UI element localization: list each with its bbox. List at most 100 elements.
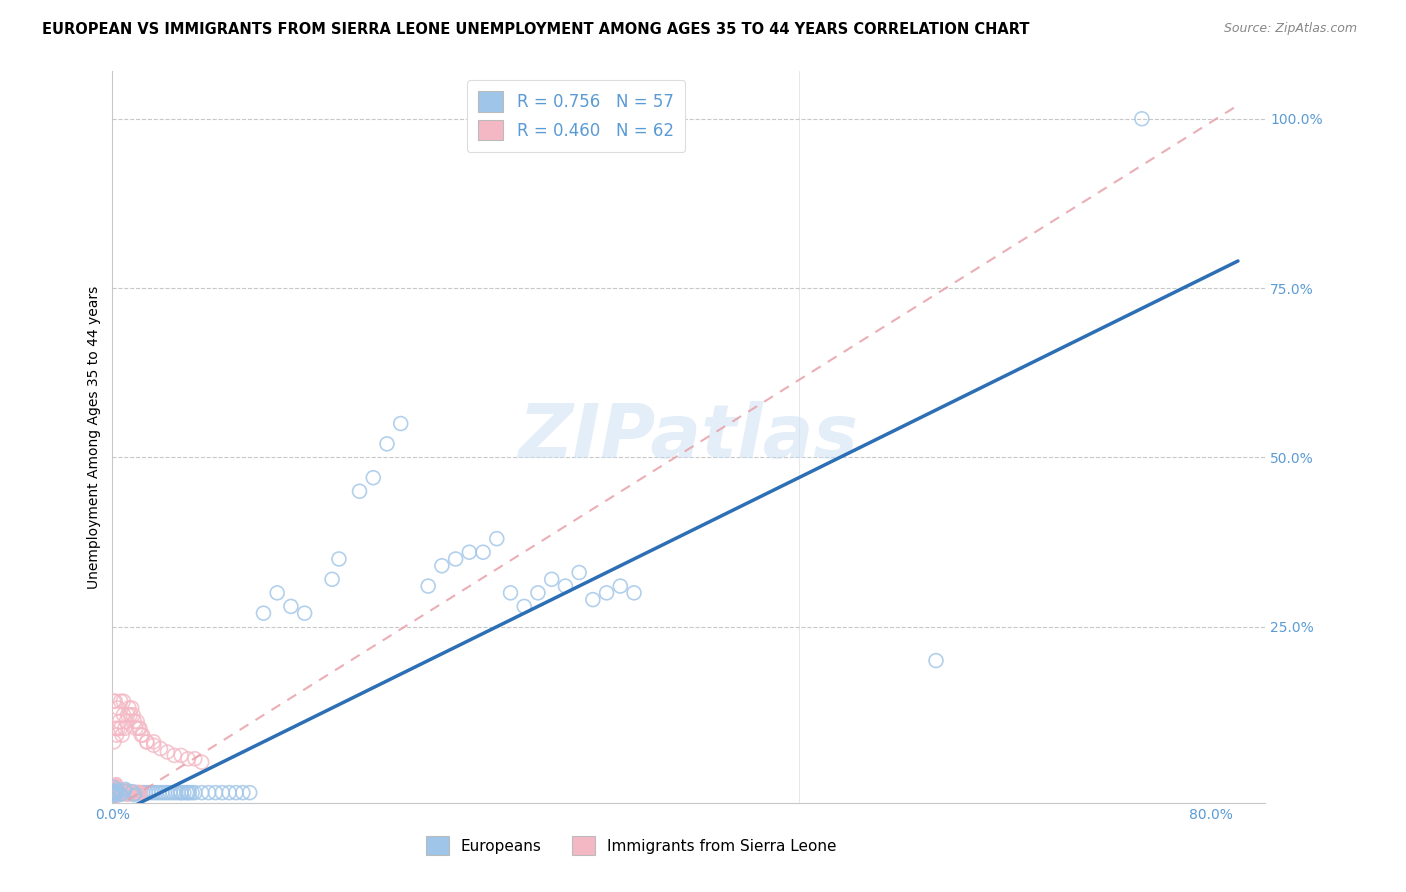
Point xyxy=(170,786,193,800)
Point xyxy=(361,471,384,485)
Point xyxy=(110,721,132,735)
Point xyxy=(124,786,146,800)
Point xyxy=(321,572,343,586)
Point xyxy=(104,786,127,800)
Point xyxy=(418,579,440,593)
Point xyxy=(120,707,142,722)
Point xyxy=(120,786,142,800)
Point xyxy=(156,786,179,800)
Point xyxy=(110,786,132,800)
Point xyxy=(125,786,148,800)
Point xyxy=(142,786,165,800)
Point xyxy=(540,572,562,586)
Point xyxy=(103,735,125,749)
Point xyxy=(127,786,149,800)
Point xyxy=(177,752,200,766)
Point xyxy=(118,786,141,800)
Point xyxy=(101,788,124,802)
Text: Source: ZipAtlas.com: Source: ZipAtlas.com xyxy=(1223,22,1357,36)
Point xyxy=(121,786,143,800)
Point xyxy=(179,786,201,800)
Point xyxy=(139,786,162,800)
Point xyxy=(122,707,145,722)
Point xyxy=(128,721,150,735)
Point xyxy=(184,786,207,800)
Point xyxy=(232,786,254,800)
Point xyxy=(294,606,316,620)
Point xyxy=(104,785,127,799)
Point xyxy=(162,786,184,800)
Point xyxy=(103,786,125,800)
Point xyxy=(101,787,124,801)
Point xyxy=(125,721,148,735)
Point xyxy=(142,738,165,752)
Point xyxy=(101,787,124,801)
Y-axis label: Unemployment Among Ages 35 to 44 years: Unemployment Among Ages 35 to 44 years xyxy=(87,285,101,589)
Point xyxy=(105,786,128,800)
Point xyxy=(112,786,135,800)
Point xyxy=(121,786,143,800)
Text: EUROPEAN VS IMMIGRANTS FROM SIERRA LEONE UNEMPLOYMENT AMONG AGES 35 TO 44 YEARS : EUROPEAN VS IMMIGRANTS FROM SIERRA LEONE… xyxy=(42,22,1029,37)
Point xyxy=(124,714,146,729)
Point xyxy=(105,787,128,801)
Point xyxy=(101,787,124,801)
Point xyxy=(1130,112,1153,126)
Point xyxy=(499,586,522,600)
Point xyxy=(118,701,141,715)
Point xyxy=(110,787,132,801)
Point xyxy=(115,788,138,802)
Point xyxy=(108,782,131,797)
Point xyxy=(105,787,128,801)
Point xyxy=(135,735,157,749)
Point xyxy=(527,586,550,600)
Point xyxy=(107,785,129,799)
Point xyxy=(444,552,467,566)
Point xyxy=(582,592,605,607)
Legend: Europeans, Immigrants from Sierra Leone: Europeans, Immigrants from Sierra Leone xyxy=(419,830,844,861)
Point xyxy=(131,786,153,800)
Point xyxy=(103,783,125,797)
Point xyxy=(114,786,136,800)
Point xyxy=(105,781,128,796)
Point xyxy=(107,783,129,797)
Point xyxy=(103,786,125,800)
Point xyxy=(117,707,139,722)
Point xyxy=(349,484,371,499)
Point xyxy=(115,714,138,729)
Point xyxy=(136,786,159,800)
Point xyxy=(114,786,136,800)
Point xyxy=(103,789,125,803)
Point xyxy=(153,786,176,800)
Point xyxy=(204,786,226,800)
Point xyxy=(103,786,125,800)
Point xyxy=(104,787,127,801)
Point xyxy=(118,786,141,800)
Point xyxy=(103,784,125,798)
Point xyxy=(211,786,233,800)
Point xyxy=(127,714,149,729)
Point xyxy=(111,788,134,802)
Point xyxy=(181,786,204,800)
Point xyxy=(128,786,150,800)
Point xyxy=(107,786,129,800)
Point xyxy=(104,783,127,797)
Point xyxy=(110,786,132,800)
Point xyxy=(115,786,138,800)
Point xyxy=(104,776,127,790)
Point xyxy=(103,786,125,800)
Point xyxy=(218,786,240,800)
Point xyxy=(122,786,145,800)
Point xyxy=(167,786,190,800)
Point xyxy=(104,721,127,735)
Point xyxy=(129,721,152,735)
Point xyxy=(114,783,136,797)
Point xyxy=(110,785,132,799)
Point xyxy=(108,786,131,800)
Point xyxy=(105,789,128,803)
Text: ZIPatlas: ZIPatlas xyxy=(519,401,859,474)
Point xyxy=(108,714,131,729)
Point xyxy=(190,786,212,800)
Point xyxy=(156,745,179,759)
Point xyxy=(122,787,145,801)
Point xyxy=(266,586,288,600)
